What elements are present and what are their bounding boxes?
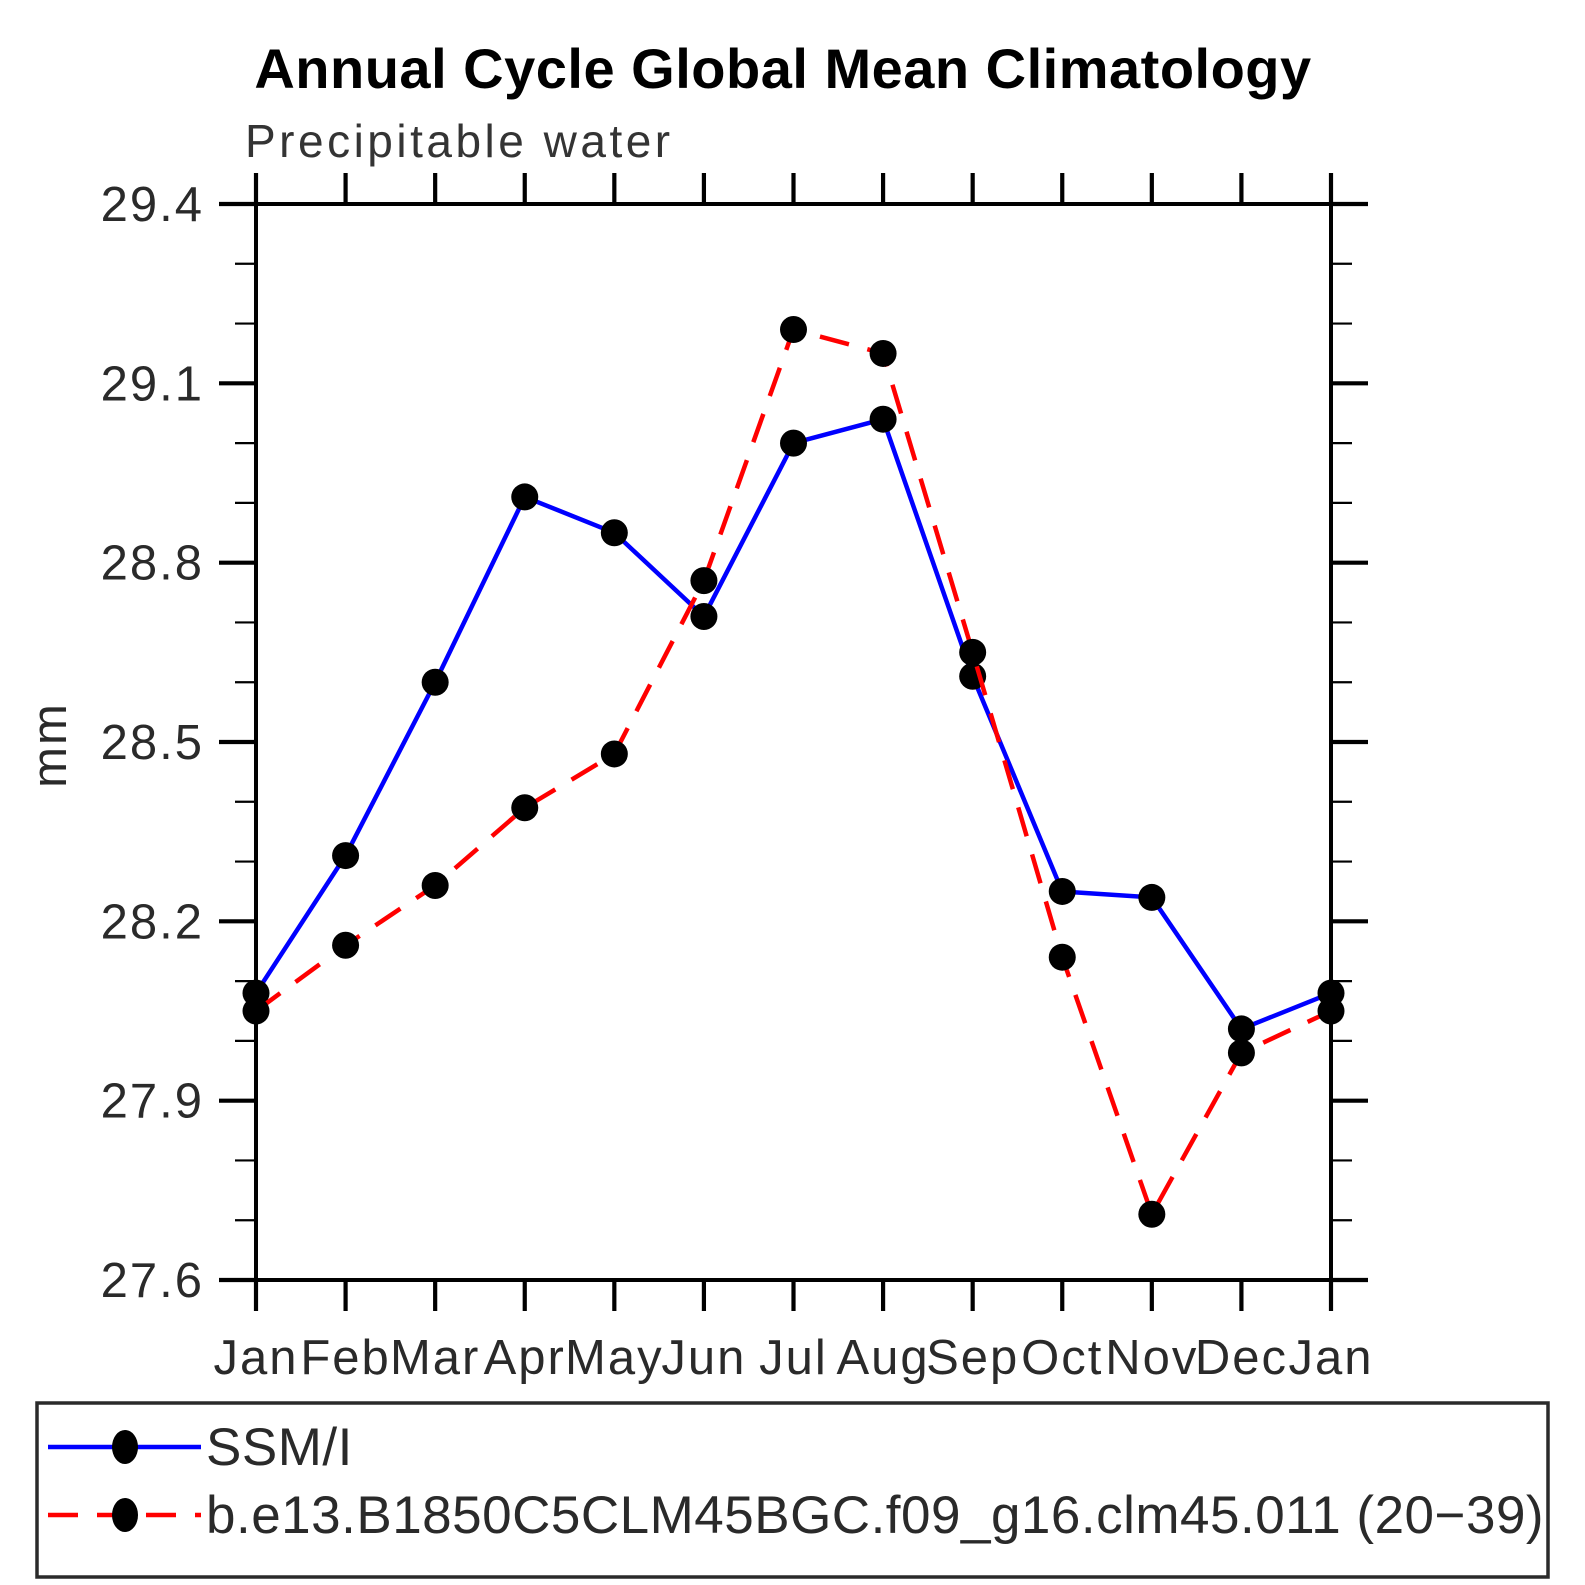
data-point-marker — [511, 483, 539, 511]
data-point-marker — [1317, 997, 1345, 1025]
data-point-marker — [421, 871, 449, 899]
x-tick-label: May — [565, 1331, 664, 1385]
chart-subtitle: Precipitable water — [245, 115, 674, 167]
legend-label-model: b.e13.B1850C5CLM45BGC.f09_g16.clm45.011 … — [206, 1486, 1544, 1545]
data-point-marker — [780, 429, 807, 457]
legend-label-ssmi: SSM/I — [206, 1418, 353, 1477]
x-tick-label: Feb — [300, 1331, 390, 1385]
data-point-marker — [600, 519, 628, 547]
data-point-marker — [690, 567, 718, 595]
y-axis-title: mm — [23, 702, 77, 788]
data-point-marker — [869, 339, 897, 367]
series-line-1 — [254, 327, 1332, 1217]
series-layer — [242, 316, 1345, 1228]
data-point-marker — [242, 997, 270, 1025]
legend-marker-model-icon — [112, 1498, 138, 1532]
x-tick-label: Aug — [836, 1331, 929, 1385]
data-point-marker — [690, 602, 718, 630]
x-tick-label: Jan — [1288, 1331, 1373, 1385]
data-point-marker — [421, 668, 449, 696]
y-tick-label: 29.1 — [101, 357, 204, 411]
x-tick-label: Nov — [1105, 1331, 1198, 1385]
x-tick-label: Jun — [661, 1331, 746, 1385]
x-tick-label: Mar — [390, 1331, 480, 1385]
chart-title: Annual Cycle Global Mean Climatology — [254, 37, 1311, 100]
data-point-marker — [1138, 883, 1166, 911]
plot-box — [254, 202, 1333, 1282]
data-point-marker — [1048, 877, 1076, 905]
data-point-marker — [959, 638, 987, 666]
data-point-marker — [780, 316, 807, 344]
data-point-marker — [1227, 1015, 1255, 1043]
data-point-marker — [600, 740, 628, 768]
series-line-0 — [254, 416, 1332, 1032]
y-tick-label: 28.2 — [101, 895, 204, 949]
x-tick-label: Oct — [1021, 1331, 1103, 1385]
data-point-marker — [1138, 1200, 1166, 1228]
data-point-marker — [1227, 1039, 1255, 1067]
data-point-marker — [332, 931, 360, 959]
data-point-marker — [511, 794, 539, 822]
data-point-marker — [1048, 943, 1076, 971]
legend-box — [35, 1401, 1550, 1579]
data-point-marker — [869, 405, 897, 433]
y-tick-label: 27.9 — [101, 1075, 204, 1129]
x-tick-label: Jan — [213, 1331, 298, 1385]
x-tick-label: Dec — [1195, 1331, 1288, 1385]
y-tick-label: 27.6 — [101, 1254, 204, 1308]
legend-marker-ssmi-icon — [112, 1430, 138, 1464]
y-tick-label: 28.8 — [101, 537, 204, 591]
x-tick-label: Apr — [484, 1331, 566, 1385]
data-point-marker — [332, 842, 360, 870]
x-tick-label: Sep — [926, 1331, 1019, 1385]
x-tick-label: Jul — [759, 1331, 828, 1385]
y-tick-label: 29.4 — [101, 178, 204, 232]
y-tick-label: 28.5 — [101, 716, 204, 770]
